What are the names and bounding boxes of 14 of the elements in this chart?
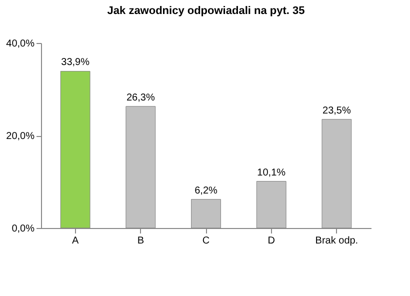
data-label: 33,9% (61, 57, 90, 68)
y-tick-label: 20,0% (6, 131, 35, 142)
x-tick-label: Brak odp. (315, 236, 358, 246)
y-tick-label: 0,0% (12, 224, 35, 234)
data-label: 10,1% (257, 167, 286, 178)
data-label: 23,5% (322, 105, 351, 116)
data-label: 6,2% (194, 185, 218, 196)
x-tick-label: A (72, 236, 79, 246)
x-tick-label: B (137, 236, 144, 246)
data-label: 26,3% (126, 92, 155, 104)
chart-title: Jak zawodnicy odpowiadali na pyt. 35 (107, 5, 305, 17)
x-tick-label: C (202, 236, 210, 246)
x-tick-label: D (268, 236, 275, 246)
y-tick-label: 40,0% (6, 38, 35, 50)
